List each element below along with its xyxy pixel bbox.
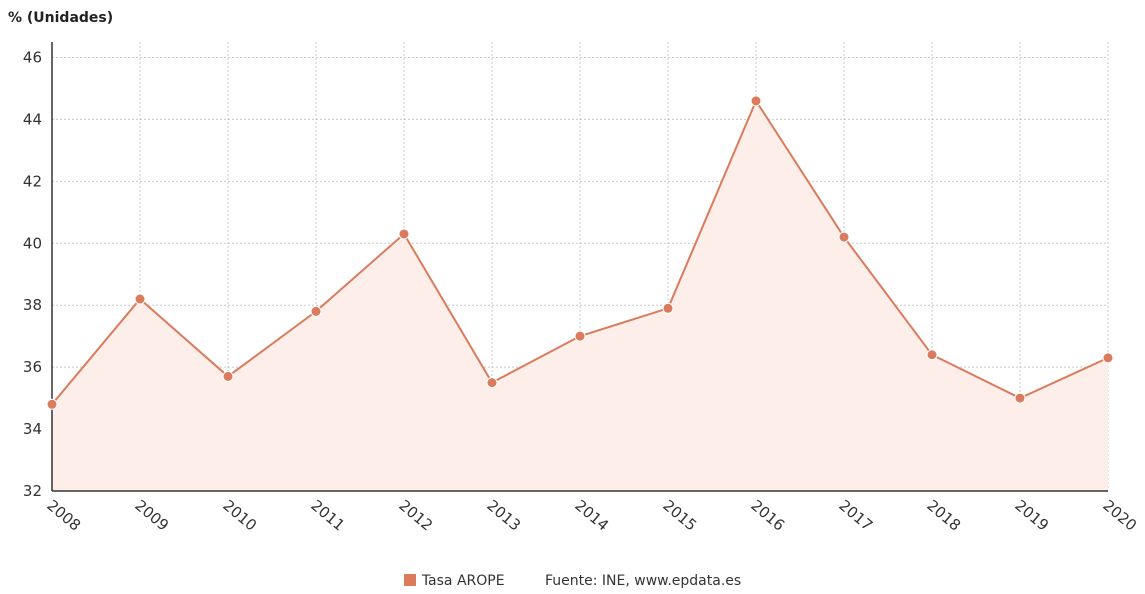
data-point-2012 <box>398 228 410 240</box>
x-tick-label: 2019 <box>1011 496 1052 534</box>
series-area <box>52 100 1108 492</box>
y-tick-label: 46 <box>23 48 42 66</box>
x-tick-labels: 2008 2009 2010 2011 2012 2013 2014 2015 2016 2017… <box>43 496 1140 534</box>
data-point-2015 <box>662 302 674 314</box>
x-tick-label: 2018 <box>923 496 964 534</box>
data-point-2009 <box>134 293 146 305</box>
data-point-2019 <box>1014 392 1026 404</box>
x-tick-label: 2008 <box>43 496 84 534</box>
data-point-2016 <box>750 95 762 107</box>
y-tick-label: 34 <box>23 420 42 438</box>
series-points <box>46 95 1114 410</box>
y-tick-labels: 32 34 36 38 40 42 44 46 <box>23 48 42 500</box>
x-tick-label: 2020 <box>1099 496 1140 534</box>
x-tick-label: 2010 <box>219 496 260 534</box>
x-tick-label: 2013 <box>483 496 524 534</box>
data-point-2010 <box>222 370 234 382</box>
data-point-2008 <box>46 398 58 410</box>
data-point-2014 <box>574 330 586 342</box>
data-point-2020 <box>1102 352 1114 364</box>
y-tick-label: 36 <box>23 358 42 376</box>
legend-label: Tasa AROPE <box>421 573 505 589</box>
y-tick-label: 32 <box>23 482 42 500</box>
x-tick-label: 2009 <box>131 496 172 534</box>
data-point-2011 <box>310 305 322 317</box>
legend: Tasa AROPE Fuente: INE, www.epdata.es <box>0 573 1145 589</box>
x-tick-label: 2014 <box>571 496 612 534</box>
x-tick-label: 2016 <box>747 496 788 534</box>
y-tick-label: 44 <box>23 110 42 128</box>
x-tick-label: 2017 <box>835 496 876 534</box>
y-tick-label: 42 <box>23 172 42 190</box>
axes <box>51 42 1108 492</box>
y-tick-label: 38 <box>23 296 42 314</box>
y-axis-label: % (Unidades) <box>8 10 114 26</box>
y-tick-label: 40 <box>23 234 42 252</box>
data-point-2018 <box>926 349 938 361</box>
x-tick-label: 2012 <box>395 496 436 534</box>
area-fill <box>52 100 1108 492</box>
data-point-2017 <box>838 231 850 243</box>
x-tick-label: 2015 <box>659 496 700 534</box>
legend-swatch <box>403 574 416 586</box>
x-tick-label: 2011 <box>307 496 348 534</box>
data-point-2013 <box>486 377 498 389</box>
source-note: Fuente: INE, www.epdata.es <box>545 573 742 589</box>
